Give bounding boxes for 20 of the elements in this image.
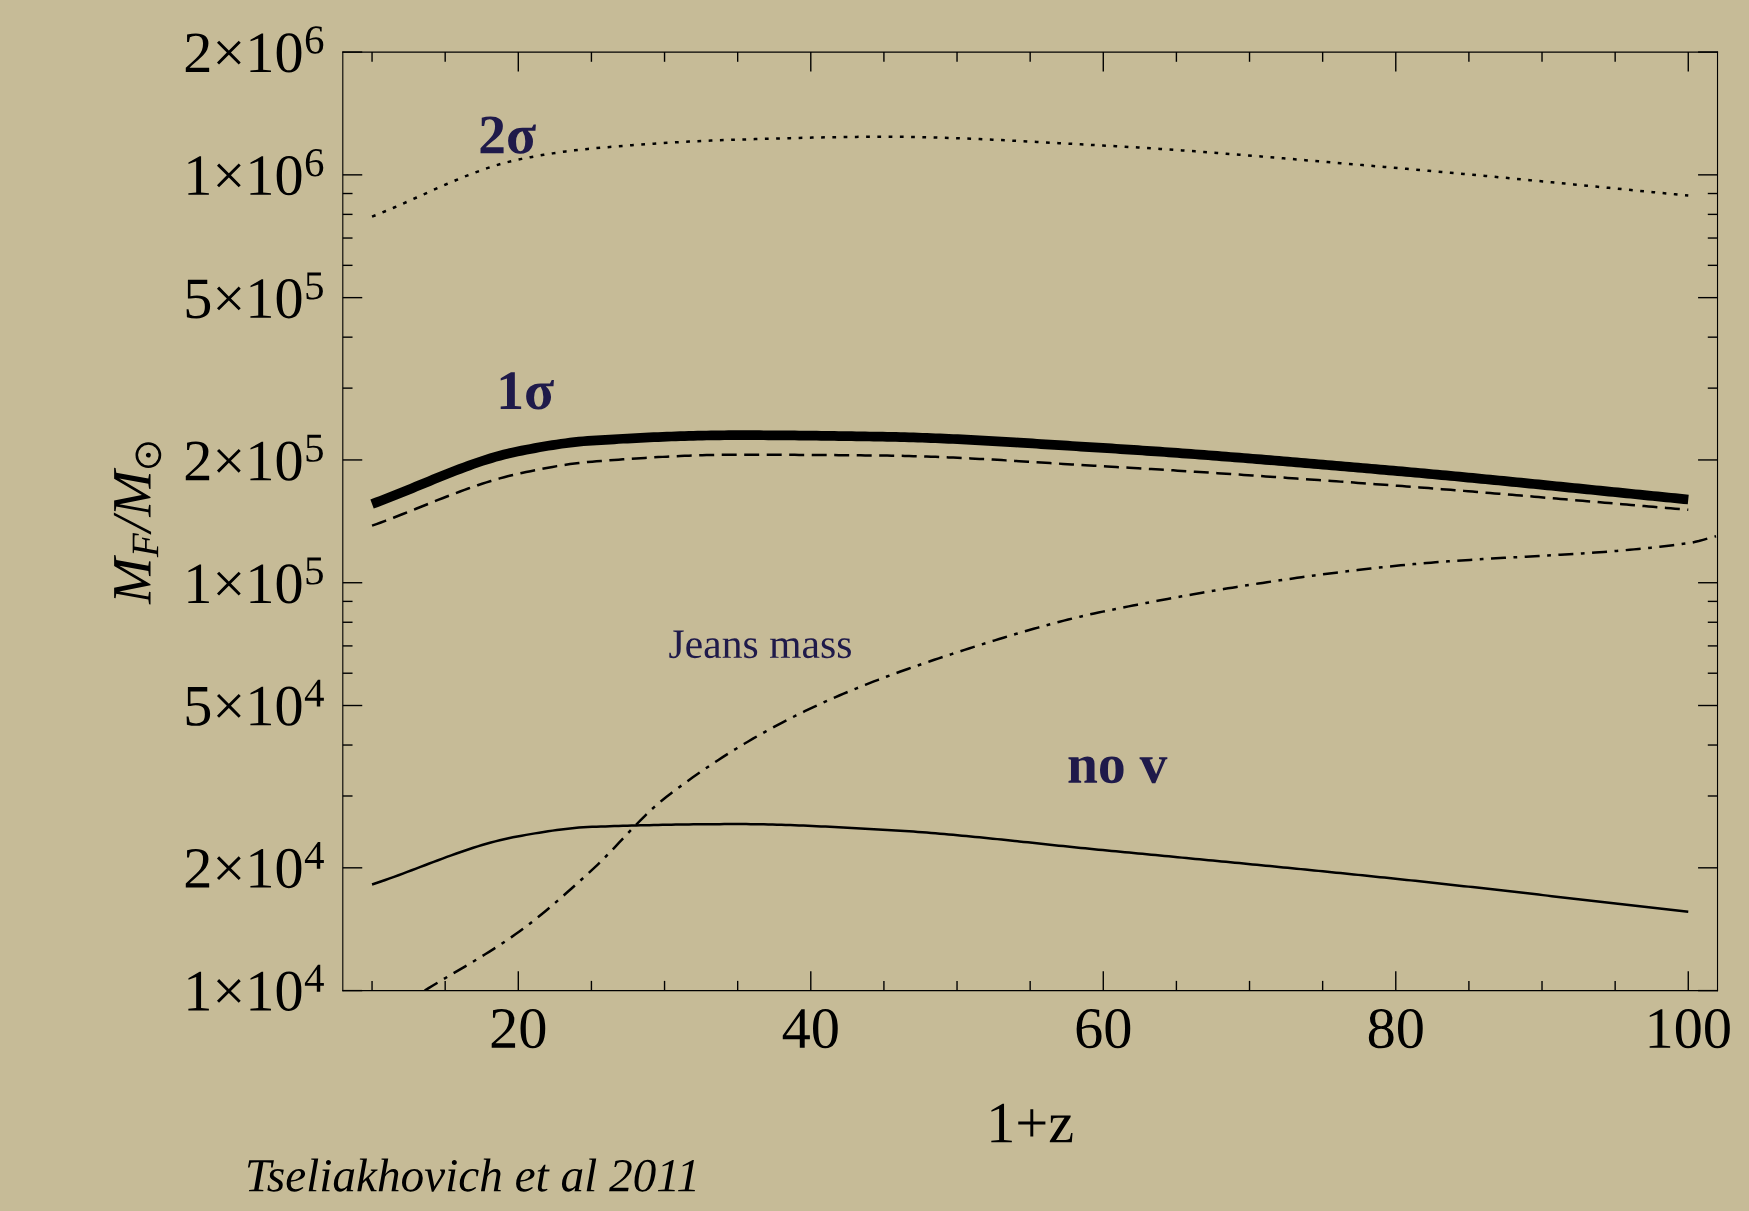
text: Tseliakhovich et al 2011: [247, 1158, 695, 1192]
x-tick-label: 40: [782, 1008, 838, 1049]
x-tick-label: 100: [1649, 1008, 1730, 1049]
y-tick-label: 5×10$^{4}$: [186, 679, 324, 726]
y-tick-label: 1×10$^{4}$: [188, 964, 324, 1011]
x-axis-title: 1+z: [991, 1103, 1073, 1143]
y-tick-label: 1×10$^{6}$: [188, 149, 324, 196]
y-tick-label: 2×10$^{5}$: [185, 434, 323, 481]
annotation: 2σ: [480, 116, 536, 154]
y-tick-label: 2×10$^{6}$: [185, 26, 324, 73]
series-label: 1σ: [500, 372, 554, 410]
series-label: no v: [1068, 756, 1168, 784]
x-tick-label: 20: [491, 1008, 546, 1049]
y-tick-label: 1×10$^{5}$: [188, 557, 323, 604]
series-label: Jeans mass: [669, 630, 851, 659]
y-tick-label: 2×10$^{4}$: [185, 841, 324, 889]
y-axis-title: M$_{F}$/M$_{⊙}$: [113, 442, 162, 605]
y-tick-label: 5×10$^{5}$: [186, 272, 323, 319]
x-tick-label: 80: [1368, 1008, 1423, 1049]
x-tick-label: 60: [1076, 1008, 1131, 1049]
